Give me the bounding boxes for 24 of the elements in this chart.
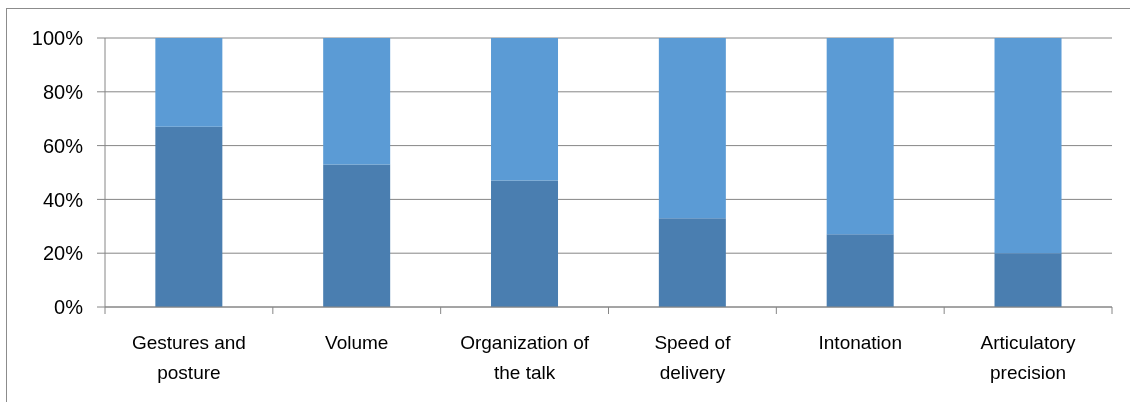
x-tick-label: Gestures and posture [131, 332, 246, 383]
x-tick-label: Articulatory precision [980, 332, 1077, 383]
bar [323, 38, 391, 165]
bar [491, 38, 559, 181]
x-tick-label: Speed of delivery [654, 332, 732, 383]
bar [826, 234, 894, 307]
bar [994, 253, 1062, 307]
bar [491, 180, 559, 307]
x-tick-label: Organization of the talk [460, 332, 590, 383]
bar [826, 38, 894, 235]
y-tick-label: 80% [42, 80, 84, 103]
x-tick-label: Intonation [818, 332, 902, 353]
bar [994, 38, 1062, 254]
y-tick-label: 40% [42, 188, 84, 211]
x-tick-label: Volume [325, 332, 389, 353]
bar [323, 164, 391, 307]
y-tick-label: 100% [31, 27, 84, 50]
bar [658, 38, 726, 219]
y-tick-label: 0% [54, 296, 84, 319]
bar [155, 38, 223, 127]
y-tick-label: 60% [42, 134, 84, 157]
bar [155, 126, 223, 307]
y-tick-label: 20% [42, 242, 84, 265]
bar [658, 218, 726, 307]
